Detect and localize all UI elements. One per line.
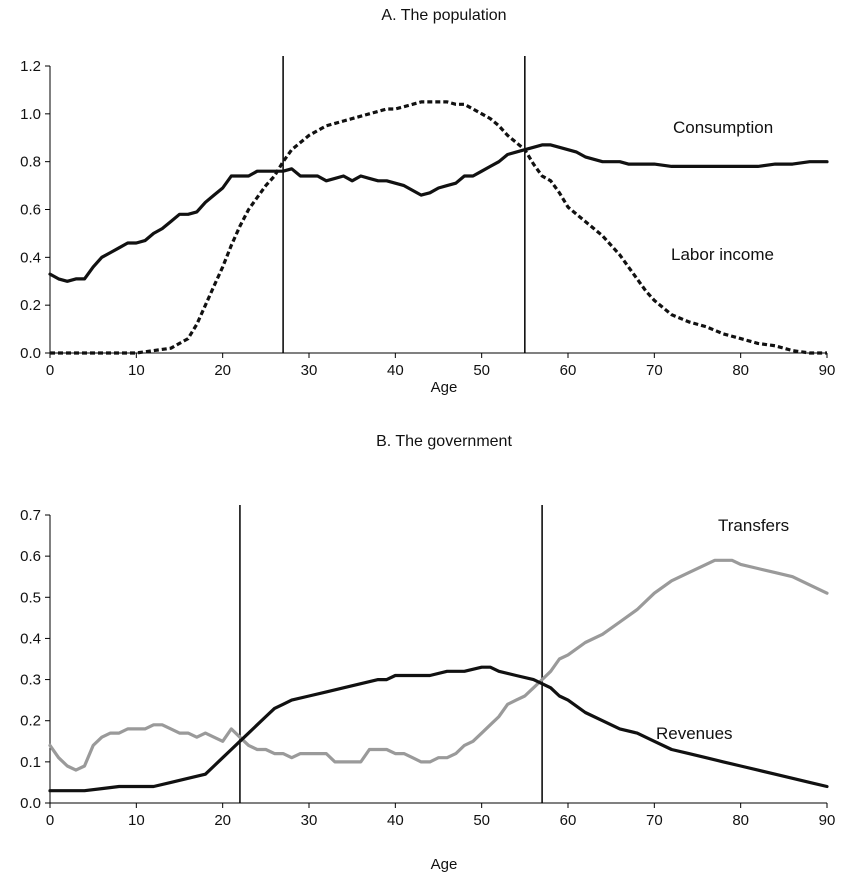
- panel-b-y-tick-label: 0.2: [20, 713, 41, 730]
- panel-b-x-tick-label: 70: [646, 812, 663, 829]
- panel-a-y-tick-label: 0.4: [20, 249, 41, 266]
- panel-b: B. The government Age Transfers Revenues…: [20, 433, 835, 873]
- panel-a-x-tick-label: 70: [646, 362, 663, 379]
- panel-a-x-tick-label: 20: [214, 362, 231, 379]
- panel-a-series-consumption: [48, 143, 829, 283]
- panel-b-label-transfers: Transfers: [718, 516, 789, 535]
- panel-b-x-axis-label: Age: [431, 856, 458, 873]
- panel-a-x-tick-label: 40: [387, 362, 404, 379]
- panel-a-title: A. The population: [381, 7, 506, 24]
- panel-a-y-tick-label: 0.8: [20, 154, 41, 171]
- panel-b-x-tick-label: 10: [128, 812, 145, 829]
- panel-b-x-tick-label: 30: [301, 812, 318, 829]
- panel-a-x-tick-label: 30: [301, 362, 318, 379]
- panel-b-y-tick-label: 0.7: [20, 507, 41, 524]
- panel-a-plot: 0.0 0.2 0.4 0.6 0.8 1.0 1.2 0 10 20 30 40 50 60 70 80 90: [20, 56, 835, 379]
- panel-a-y-tick-label: 0.6: [20, 202, 41, 219]
- panel-a-label-labor-income: Labor income: [671, 245, 774, 264]
- panel-b-x-tick-label: 0: [46, 812, 54, 829]
- panel-a-x-axis-label: Age: [431, 379, 458, 396]
- panel-b-series-transfers: [48, 558, 829, 772]
- panel-b-x-tick-label: 50: [473, 812, 490, 829]
- panel-b-y-tick-label: 0.0: [20, 795, 41, 812]
- panel-a-x-tick-label: 60: [560, 362, 577, 379]
- panel-b-y-tick-label: 0.4: [20, 630, 41, 647]
- panel-b-title: B. The government: [376, 433, 512, 450]
- panel-b-x-tick-label: 40: [387, 812, 404, 829]
- panel-b-x-tick-label: 80: [732, 812, 749, 829]
- panel-a-x-tick-label: 10: [128, 362, 145, 379]
- panel-b-y-tick-label: 0.6: [20, 548, 41, 565]
- panel-b-series-revenues: [48, 665, 829, 793]
- panel-a: A. The population Age Consumption Labor …: [20, 7, 835, 396]
- panel-b-y-tick-label: 0.1: [20, 754, 41, 771]
- panel-a-y-tick-label: 0.2: [20, 297, 41, 314]
- panel-a-x-tick-label: 90: [819, 362, 836, 379]
- panel-a-y-tick-label: 0.0: [20, 345, 41, 362]
- panel-a-y-tick-label: 1.0: [20, 106, 41, 123]
- panel-a-x-tick-label: 0: [46, 362, 54, 379]
- panel-b-label-revenues: Revenues: [656, 724, 733, 743]
- panel-b-x-tick-label: 60: [560, 812, 577, 829]
- panel-b-x-tick-label: 20: [214, 812, 231, 829]
- panel-a-y-tick-label: 1.2: [20, 58, 41, 75]
- panel-a-series-labor-income: [50, 100, 827, 355]
- panel-b-y-tick-label: 0.5: [20, 589, 41, 606]
- panel-a-x-tick-label: 50: [473, 362, 490, 379]
- panel-b-plot: 0.0 0.1 0.2 0.3 0.4 0.5 0.6 0.7 0 10 20 30 40 50 60 70 8…: [20, 505, 835, 829]
- panel-b-y-tick-label: 0.3: [20, 672, 41, 689]
- panel-a-label-consumption: Consumption: [673, 118, 773, 137]
- panel-a-x-tick-label: 80: [732, 362, 749, 379]
- panel-b-x-tick-label: 90: [819, 812, 836, 829]
